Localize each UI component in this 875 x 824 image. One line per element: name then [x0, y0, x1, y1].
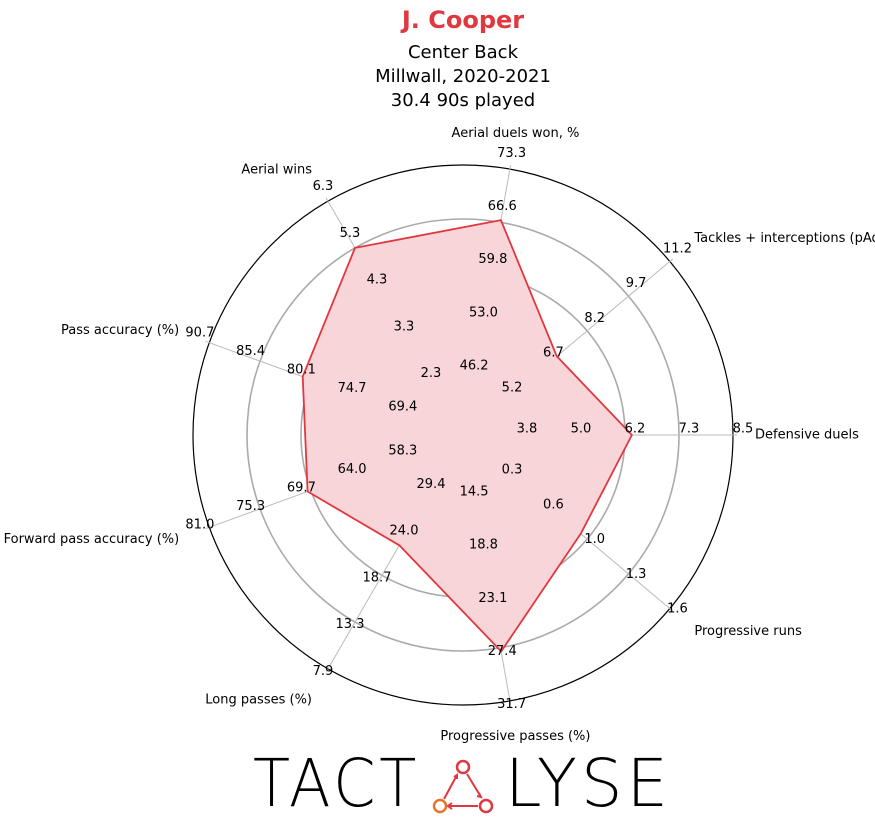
tick-label: 31.7 — [497, 697, 526, 712]
tick-label: 8.5 — [733, 422, 754, 437]
tick-label: 3.8 — [517, 422, 538, 437]
tick-label: 29.4 — [417, 477, 446, 492]
tick-label: 5.3 — [340, 226, 361, 241]
tick-label: 59.8 — [478, 252, 507, 267]
logo-text: TACT — [253, 745, 420, 822]
radar: 3.8 5.0 6.2 7.3 8.5 5.2 6.7 8.2 9.7 11.2 46.2 53.0 5… — [4, 126, 875, 744]
tick-label: 6.2 — [625, 422, 646, 437]
tick-label: 18.7 — [363, 570, 392, 585]
logo-text: LYSE — [505, 745, 672, 822]
category-label: Tackles + interceptions (pAdj) — [693, 231, 875, 246]
tick-label: 46.2 — [460, 358, 489, 373]
tick-label: 66.6 — [488, 199, 517, 214]
tick-label: 1.6 — [667, 601, 688, 616]
tick-label: 3.3 — [394, 319, 415, 334]
tick-label: 24.0 — [390, 524, 419, 539]
category-label: Pass accuracy (%) — [61, 323, 179, 338]
logo-icon — [432, 798, 448, 814]
tick-label: 85.4 — [236, 344, 265, 359]
logo-icon — [455, 759, 471, 775]
tick-label: 73.3 — [497, 146, 526, 161]
tick-label: 1.3 — [626, 567, 647, 582]
tick-label: 53.0 — [469, 305, 498, 320]
category-label: Defensive duels — [755, 428, 859, 443]
tick-label: 18.8 — [469, 538, 498, 553]
tick-label: 6.3 — [313, 179, 334, 194]
tick-label: 69.7 — [287, 480, 316, 495]
tick-label: 13.3 — [336, 617, 365, 632]
tick-label: 58.3 — [388, 443, 417, 458]
tick-label: 23.1 — [478, 591, 507, 606]
subtitle: 30.4 90s played — [391, 90, 535, 111]
category-label: Long passes (%) — [205, 693, 312, 708]
subtitle: Millwall, 2020-2021 — [375, 66, 551, 87]
tick-label: 64.0 — [338, 462, 367, 477]
radar-area — [301, 219, 633, 653]
tick-label: 9.7 — [626, 276, 647, 291]
tick-label: 75.3 — [236, 499, 265, 514]
tick-label: 14.5 — [460, 485, 489, 500]
tick-label: 69.4 — [388, 400, 417, 415]
tick-label: 2.3 — [421, 366, 442, 381]
tick-label: 74.7 — [338, 381, 367, 396]
tick-label: 1.0 — [584, 532, 605, 547]
tick-label: 90.7 — [185, 326, 214, 341]
tick-label: 8.2 — [584, 311, 605, 326]
tick-label: 7.9 — [313, 664, 334, 679]
logo-icon — [478, 798, 494, 814]
subtitle: Center Back — [408, 42, 519, 63]
tick-label: 6.7 — [543, 346, 564, 361]
tick-label: 0.6 — [543, 497, 564, 512]
tick-label: 7.3 — [679, 422, 700, 437]
tick-label: 81.0 — [185, 517, 214, 532]
chart-title: J. Cooper — [400, 6, 524, 34]
tick-label: 80.1 — [287, 363, 316, 378]
category-label: Forward pass accuracy (%) — [4, 532, 180, 547]
tick-label: 5.2 — [502, 380, 523, 395]
logo-icon — [443, 773, 483, 810]
logo: TACT LYSE — [253, 745, 672, 822]
tick-label: 5.0 — [571, 422, 592, 437]
tick-label: 0.3 — [502, 463, 523, 478]
tick-label: 11.2 — [663, 242, 692, 257]
category-label: Progressive runs — [694, 624, 802, 639]
category-label: Progressive passes (%) — [440, 729, 590, 744]
tick-label: 4.3 — [367, 273, 388, 288]
category-label: Aerial duels won, % — [452, 126, 580, 141]
category-label: Aerial wins — [241, 162, 312, 177]
tick-label: 27.4 — [488, 644, 517, 659]
